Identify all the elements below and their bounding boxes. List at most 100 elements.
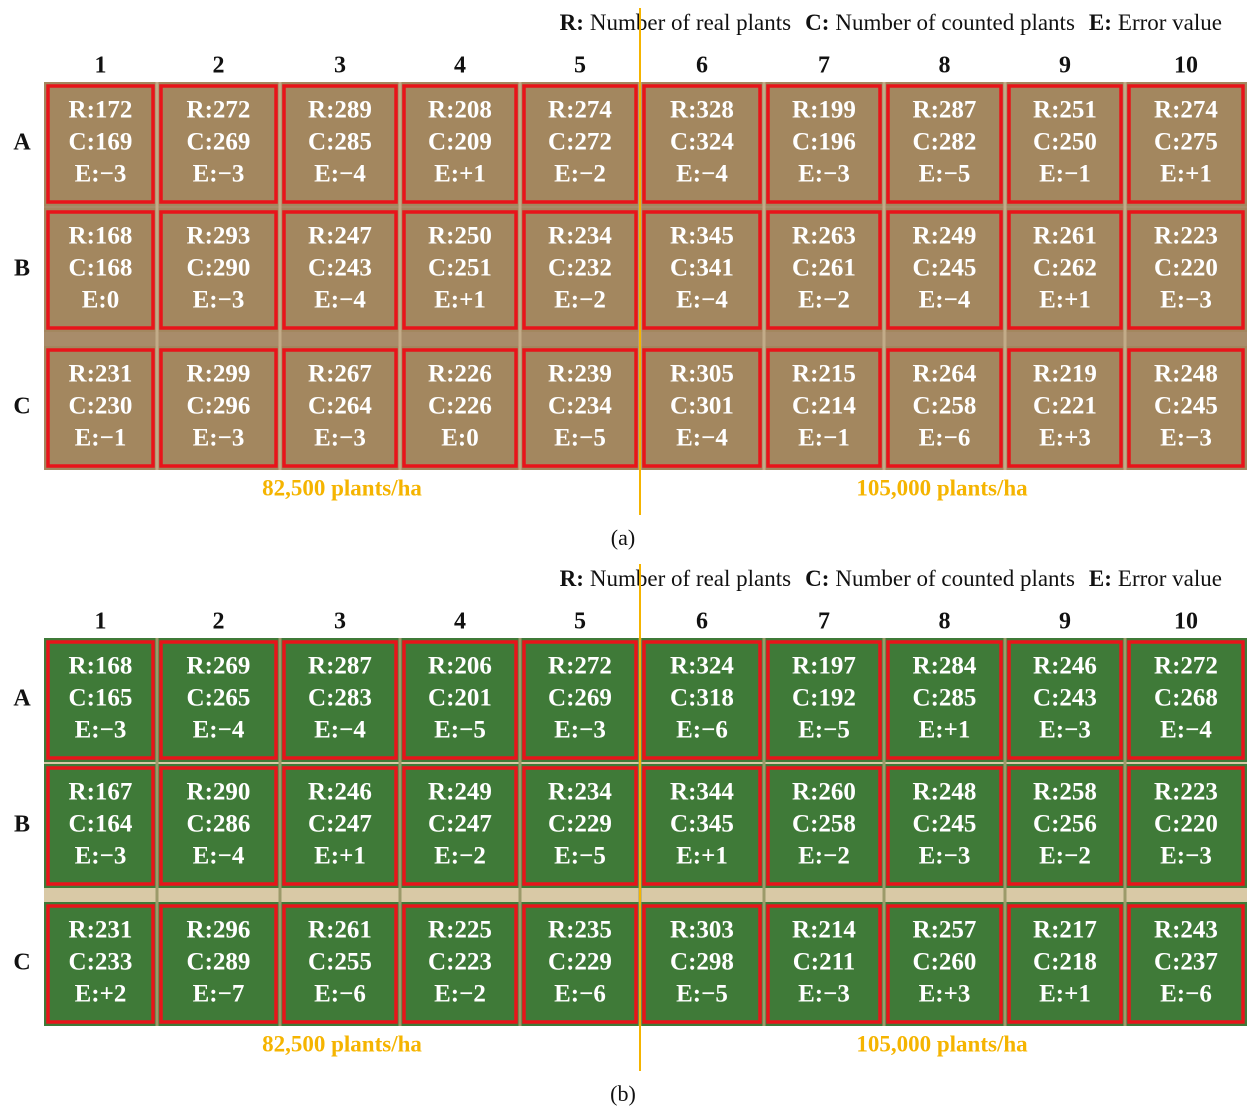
plot-count: R:217 [1033, 917, 1097, 944]
plot-box [159, 640, 278, 760]
plot-count: E:−6 [314, 981, 366, 1008]
plot-count: C:285 [308, 129, 372, 156]
plot-count: R:303 [670, 917, 734, 944]
plot-count: R:234 [548, 223, 612, 250]
plot-box [46, 210, 155, 330]
plot-count: C:220 [1154, 811, 1218, 838]
plot-count: E:−2 [1039, 843, 1091, 870]
plot-count: R:345 [670, 223, 734, 250]
plot-count: E:−4 [919, 287, 971, 314]
plot-count: R:274 [548, 97, 612, 124]
plot-count: R:231 [69, 917, 133, 944]
plot-count: R:247 [308, 223, 372, 250]
plot-box [46, 766, 155, 886]
plot-count: E:−6 [919, 425, 971, 452]
density-label: 105,000 plants/ha [856, 475, 1028, 500]
column-label: 5 [574, 53, 586, 79]
legend: R: Number of real plants C: Number of count… [560, 10, 1222, 35]
plot-box [402, 640, 518, 760]
plot-count: R:223 [1154, 223, 1218, 250]
plot-count: R:284 [913, 653, 977, 680]
plot-count: C:247 [428, 811, 492, 838]
plot-box [402, 348, 518, 468]
column-label: 3 [334, 609, 346, 635]
plot-count: R:305 [670, 361, 734, 388]
legend-text: Number of counted plants [835, 10, 1075, 35]
row-label: A [13, 130, 31, 156]
plot-count: E:−6 [554, 981, 606, 1008]
legend-text: Error value [1118, 10, 1222, 35]
plot-count: C:192 [792, 685, 856, 712]
plot-count: R:219 [1033, 361, 1097, 388]
plot-count: C:256 [1033, 811, 1097, 838]
plot-count: C:223 [428, 949, 492, 976]
plot-count: C:261 [792, 255, 856, 282]
row-label: A [13, 686, 31, 712]
column-label: 6 [696, 53, 708, 79]
plot-count: C:245 [913, 255, 977, 282]
plot-count: E:−5 [554, 843, 606, 870]
plot-count: R:246 [1033, 653, 1097, 680]
plot-box [766, 766, 882, 886]
plot-count: R:199 [792, 97, 856, 124]
plot-box [1007, 84, 1123, 204]
column-label: 10 [1174, 53, 1198, 79]
plot-count: R:258 [1033, 779, 1097, 806]
plot-count: C:232 [548, 255, 612, 282]
plot-count: E:−3 [798, 981, 850, 1008]
legend-text: Number of counted plants [835, 566, 1075, 591]
plot-count: C:221 [1033, 393, 1097, 420]
plot-box [1127, 640, 1245, 760]
plot-box [642, 640, 762, 760]
plot-count: C:229 [548, 811, 612, 838]
legend-key: R: [560, 566, 584, 591]
plot-box [886, 640, 1003, 760]
column-label: 5 [574, 609, 586, 635]
plot-count: E:−2 [554, 161, 606, 188]
plot-count: R:299 [187, 361, 251, 388]
column-label: 8 [939, 53, 951, 79]
plot-count: R:290 [187, 779, 251, 806]
column-label: 3 [334, 53, 346, 79]
plot-count: R:235 [548, 917, 612, 944]
plot-count: R:251 [1033, 97, 1097, 124]
plot-box [46, 84, 155, 204]
plot-count: E:−3 [193, 287, 245, 314]
plot-count: E:−2 [798, 287, 850, 314]
plot-box [282, 348, 398, 468]
plot-count: E:+1 [919, 717, 971, 744]
plot-count: R:226 [428, 361, 492, 388]
plot-box [1007, 904, 1123, 1024]
plot-count: R:328 [670, 97, 734, 124]
plot-box [766, 348, 882, 468]
plot-count: E:−3 [193, 425, 245, 452]
plot-count: C:318 [670, 685, 734, 712]
plot-count: C:298 [670, 949, 734, 976]
plot-count: C:296 [187, 393, 251, 420]
plot-count: R:250 [428, 223, 492, 250]
plot-box [522, 766, 638, 886]
plot-box [1007, 210, 1123, 330]
plot-count: E:−4 [193, 717, 245, 744]
column-label: 6 [696, 609, 708, 635]
plot-box [1007, 766, 1123, 886]
legend-key: C: [805, 10, 829, 35]
plot-count: R:197 [792, 653, 856, 680]
plot-count: E:−4 [1160, 717, 1212, 744]
plot-count: E:−4 [676, 287, 728, 314]
plot-count: E:−4 [676, 161, 728, 188]
plot-count: C:247 [308, 811, 372, 838]
plot-count: E:+3 [919, 981, 971, 1008]
plot-count: E:−5 [798, 717, 850, 744]
plot-count: C:275 [1154, 129, 1218, 156]
plot-count: E:−2 [554, 287, 606, 314]
plot-box [402, 210, 518, 330]
plot-box [159, 766, 278, 886]
plot-count: C:237 [1154, 949, 1218, 976]
plot-count: C:165 [69, 685, 133, 712]
plot-count: E:−1 [75, 425, 127, 452]
plot-count: R:257 [913, 917, 977, 944]
legend-text: Error value [1118, 566, 1222, 591]
plot-count: R:324 [670, 653, 734, 680]
plot-count: E:+1 [1039, 287, 1091, 314]
